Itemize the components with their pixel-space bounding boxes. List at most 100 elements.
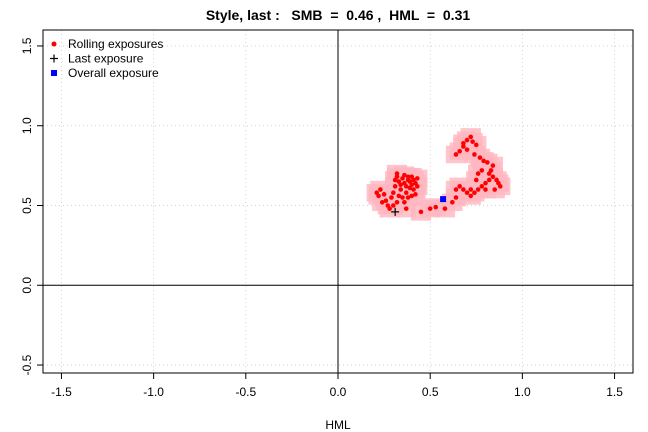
y-tick-label: 0.0 — [20, 277, 34, 294]
rolling-exposure-point — [378, 187, 383, 192]
y-tick-label: 0.5 — [20, 197, 34, 214]
rolling-exposure-point — [409, 182, 415, 188]
rolling-exposure-point — [409, 193, 415, 199]
rolling-exposure-point — [394, 199, 400, 205]
chart-title: Style, last : SMB = 0.46 , HML = 0.31 — [206, 7, 471, 23]
x-tick-label: 0.5 — [422, 385, 439, 399]
rolling-exposure-point — [453, 187, 459, 192]
rolling-exposure-point — [481, 158, 486, 164]
last-exposure-marker — [391, 207, 400, 216]
rolling-exposure-point — [396, 193, 402, 199]
rolling-exposure-point — [464, 190, 470, 196]
rolling-exposure-point — [442, 206, 448, 211]
rolling-exposure-point — [470, 139, 475, 144]
rolling-exposure-point — [403, 190, 409, 196]
rolling-exposure-point — [405, 174, 411, 180]
rolling-exposure-point — [450, 199, 455, 205]
y-tick-label: 1.0 — [20, 117, 34, 134]
rolling-exposure-point — [405, 195, 411, 200]
rolling-exposure-point — [457, 184, 462, 189]
rolling-exposure-point — [403, 206, 409, 211]
rolling-exposure-point — [475, 171, 481, 176]
rolling-exposure-point — [418, 209, 424, 215]
y-axis: -0.5 0.0 0.5 1.0 1.5 — [20, 37, 43, 375]
x-tick-label: 0.0 — [330, 385, 347, 399]
rolling-exposure-point — [464, 147, 470, 152]
rolling-exposure-point — [413, 192, 418, 197]
rolling-exposure-point — [427, 206, 433, 211]
rolling-exposure-point — [490, 174, 496, 180]
data-points — [374, 134, 503, 216]
x-axis: -1.5 -1.0 -0.5 0.0 0.5 1.0 1.5 — [51, 373, 623, 399]
rolling-exposure-point — [468, 187, 474, 192]
rolling-exposure-point — [389, 195, 394, 200]
rolling-exposure-point — [468, 134, 474, 140]
rolling-exposure-point — [383, 198, 389, 204]
rolling-exposure-point — [374, 190, 380, 196]
rolling-exposure-point — [483, 180, 488, 186]
rolling-exposure-point — [490, 163, 496, 168]
rolling-exposure-point — [414, 176, 420, 181]
rolling-exposure-point — [479, 184, 485, 189]
y-tick-label: 1.5 — [20, 37, 34, 54]
rolling-exposure-point — [392, 184, 398, 189]
legend-item: Rolling exposures — [51, 37, 163, 51]
rolling-exposure-point — [488, 168, 494, 173]
x-tick-label: -1.5 — [51, 385, 72, 399]
rolling-exposure-point — [411, 187, 416, 192]
legend-label: Overall exposure — [68, 66, 159, 80]
rolling-exposure-point — [433, 204, 439, 210]
y-tick-label: -0.5 — [20, 354, 34, 375]
x-axis-title: HML — [325, 418, 351, 432]
rolling-exposure-point — [468, 193, 474, 199]
rolling-exposure-point — [453, 152, 459, 157]
rolling-exposure-point — [472, 190, 477, 196]
rolling-exposure-point — [486, 177, 492, 183]
rolling-exposure-point — [391, 203, 396, 208]
rolling-exposure-point — [464, 137, 470, 143]
legend-item: Overall exposure — [51, 66, 159, 80]
rolling-exposure-point — [402, 199, 407, 205]
rolling-exposure-point — [403, 184, 409, 189]
rolling-exposure-point — [391, 190, 396, 196]
rolling-exposure-point — [485, 160, 490, 165]
rolling-exposure-point — [497, 184, 503, 189]
rolling-exposure-point — [479, 168, 485, 173]
rolling-exposure-point — [457, 148, 462, 154]
rolling-exposure-point — [461, 144, 466, 149]
rolling-exposure-point — [402, 172, 407, 178]
x-tick-label: 1.5 — [606, 385, 623, 399]
x-tick-label: -0.5 — [235, 385, 256, 399]
legend-item: Last exposure — [50, 52, 144, 66]
rolling-exposure-point — [398, 182, 403, 188]
rolling-exposure-point — [473, 142, 479, 148]
rolling-exposure-point — [379, 199, 385, 205]
rolling-exposure-point — [475, 187, 481, 192]
rolling-exposure-point — [394, 174, 400, 180]
legend-marker-square — [51, 70, 57, 76]
x-tick-label: 1.0 — [514, 385, 531, 399]
rolling-exposure-point — [400, 195, 405, 200]
rolling-exposure-point — [414, 184, 420, 189]
rolling-exposure-point — [381, 192, 387, 197]
rolling-exposure-point — [483, 187, 488, 192]
rolling-exposure-point — [461, 140, 466, 146]
overall-exposure-marker — [440, 196, 447, 203]
x-tick-label: -1.0 — [143, 385, 164, 399]
legend-label: Last exposure — [68, 52, 144, 66]
legend-marker-circle — [51, 41, 57, 47]
rolling-exposure-point — [461, 187, 466, 192]
zero-lines — [43, 30, 633, 373]
legend-label: Rolling exposures — [68, 37, 163, 51]
rolling-exposure-point — [398, 187, 403, 192]
rolling-exposure-point — [477, 155, 483, 160]
rolling-exposure-point — [387, 206, 392, 211]
rolling-exposure-point — [453, 195, 459, 200]
legend-marker-plus — [50, 54, 58, 63]
rolling-exposure-point — [473, 177, 479, 183]
rolling-exposure-point — [492, 187, 498, 192]
rolling-exposure-point — [394, 171, 400, 176]
